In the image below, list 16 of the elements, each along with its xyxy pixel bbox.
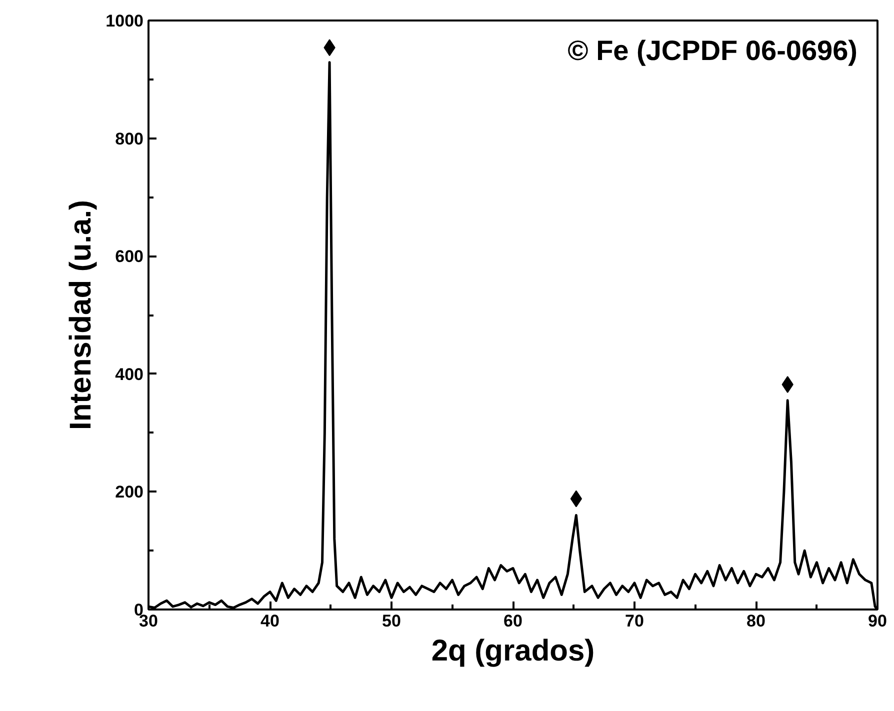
x-tick-label: 80 xyxy=(746,612,766,630)
annotation: © Fe (JCPDF 06-0696) xyxy=(568,35,858,66)
point xyxy=(782,376,794,393)
x-tick-label: 40 xyxy=(260,612,280,630)
y-tick-label: 1000 xyxy=(106,12,144,30)
y-axis-title: Intensidad (u.a.) xyxy=(64,200,98,430)
y-tick-label: 600 xyxy=(115,247,144,266)
y-tick-label: 400 xyxy=(115,364,144,384)
x-tick-label: 50 xyxy=(382,612,401,630)
x-tick-label: 70 xyxy=(625,612,644,630)
y-tick-label: 800 xyxy=(115,129,144,148)
x-tick-label: 60 xyxy=(504,612,522,630)
point xyxy=(570,490,582,508)
x-tick-label: 90 xyxy=(868,612,887,630)
x-axis-title: 2q (grados) xyxy=(431,634,595,668)
y-tick-label: 200 xyxy=(115,482,144,502)
